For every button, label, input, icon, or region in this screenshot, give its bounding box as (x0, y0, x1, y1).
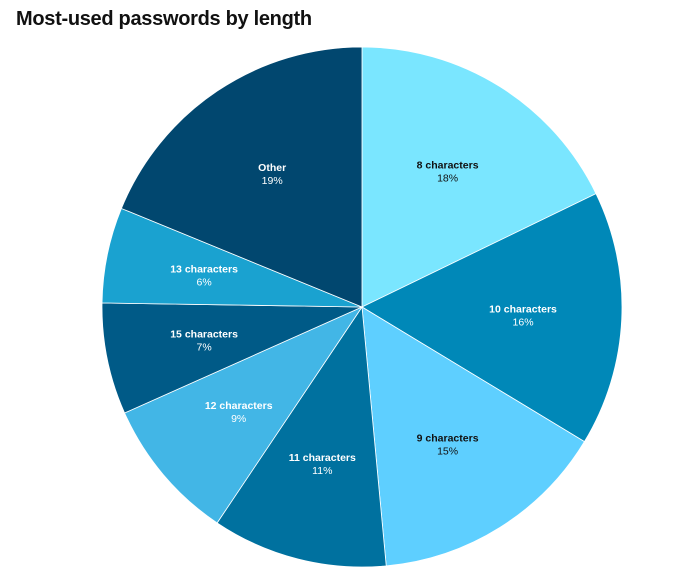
pie-slice (361, 46, 597, 308)
slice-label: 13 characters (170, 264, 238, 276)
slice-label: 12 characters (205, 400, 273, 412)
slice-value-label: 16% (513, 317, 534, 329)
slice-label: Other (258, 162, 286, 174)
slice-value-label: 11% (312, 465, 332, 477)
pie-slice (124, 306, 364, 524)
slice-value-label: 18% (437, 172, 458, 184)
slice-label: 10 characters (489, 304, 557, 316)
slice-label: 15 characters (170, 328, 238, 340)
pie-slice (361, 306, 585, 567)
slice-label: 8 characters (417, 159, 479, 171)
pie-slice (101, 302, 363, 414)
slice-value-label: 15% (437, 446, 458, 458)
slice-value-label: 9% (231, 413, 246, 425)
pie-slice (120, 46, 363, 308)
slice-label: 11 characters (289, 452, 356, 464)
pie-slice (216, 305, 387, 568)
slice-label: 9 characters (417, 433, 479, 445)
chart-title: Most-used passwords by length (16, 8, 312, 30)
slice-value-label: 7% (196, 341, 211, 353)
slice-value-label: 19% (262, 175, 283, 187)
pie-slice (361, 193, 623, 443)
slice-value-label: 6% (196, 277, 211, 289)
